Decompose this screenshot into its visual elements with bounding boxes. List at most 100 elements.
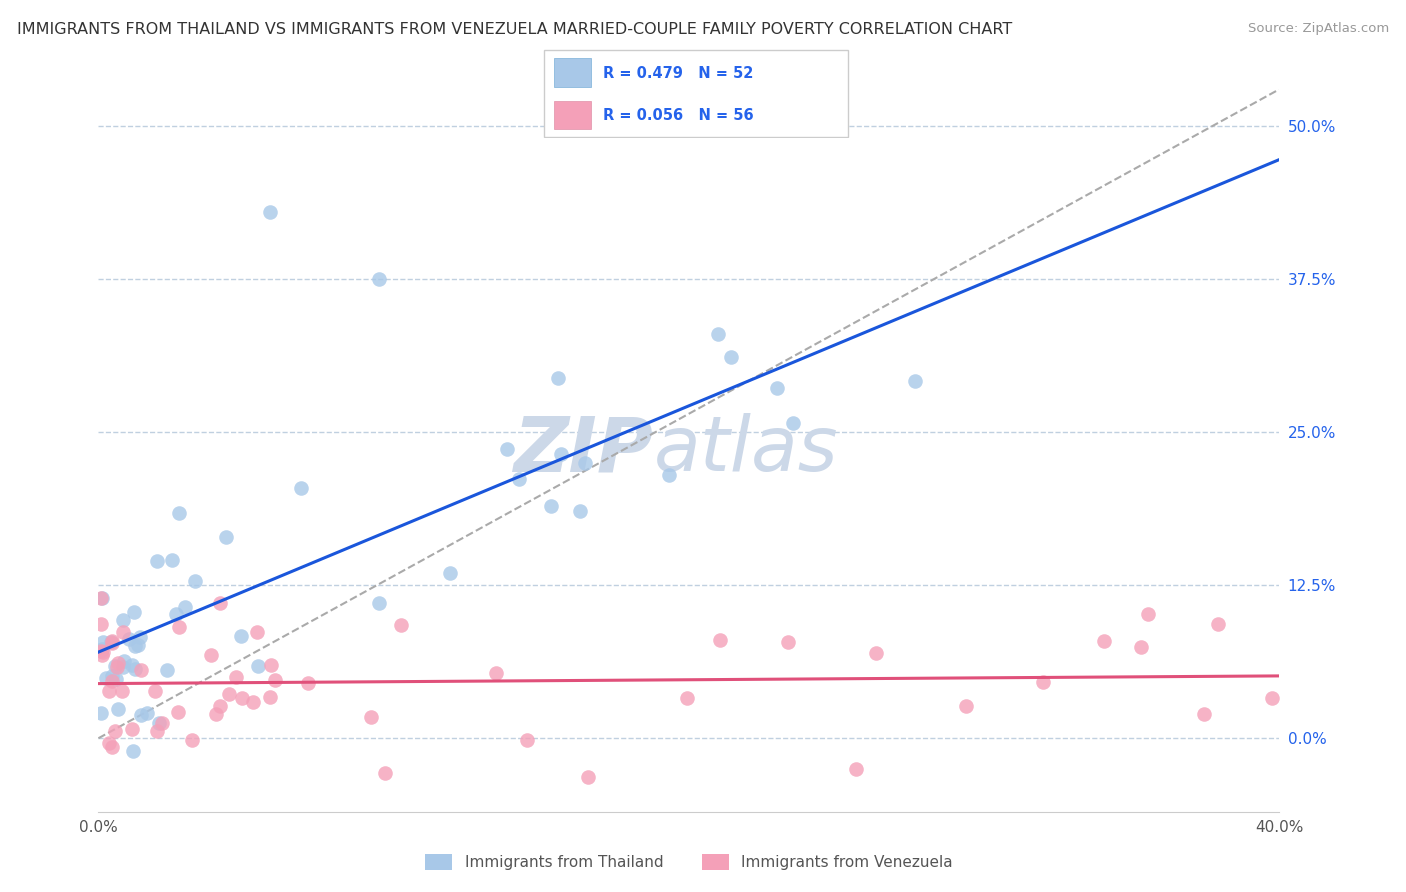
Point — [101, 674, 124, 689]
Point — [782, 416, 804, 430]
Point — [146, 554, 169, 568]
Point — [143, 684, 166, 698]
Point — [574, 456, 596, 470]
Text: atlas: atlas — [654, 414, 838, 487]
Point — [209, 699, 232, 714]
Point — [569, 504, 592, 518]
Point — [778, 635, 800, 649]
Point — [389, 617, 412, 632]
Point — [111, 613, 134, 627]
Point — [146, 724, 169, 739]
Text: R = 0.479   N = 52: R = 0.479 N = 52 — [603, 66, 754, 80]
Point — [124, 662, 146, 676]
Point — [676, 690, 699, 705]
Point — [259, 204, 281, 219]
Point — [259, 690, 281, 704]
Point — [107, 701, 129, 715]
Point — [955, 698, 977, 713]
Point — [101, 740, 124, 755]
Point — [112, 659, 135, 673]
Point — [167, 506, 190, 520]
Point — [174, 599, 197, 614]
Point — [167, 620, 190, 634]
Point — [101, 669, 124, 683]
Point — [129, 707, 152, 722]
Point — [845, 762, 868, 776]
Point — [97, 684, 120, 698]
Point — [1136, 607, 1159, 622]
Point — [91, 642, 114, 657]
Point — [658, 467, 681, 482]
Point — [156, 663, 179, 677]
Point — [112, 654, 135, 668]
Point — [205, 706, 228, 721]
Point — [374, 765, 396, 780]
Point — [94, 671, 117, 685]
Point — [111, 684, 134, 698]
Point — [101, 636, 124, 650]
Point — [91, 635, 114, 649]
Point — [1192, 706, 1215, 721]
Point — [1032, 674, 1054, 689]
FancyBboxPatch shape — [544, 50, 848, 137]
Point — [495, 442, 517, 457]
Point — [131, 663, 153, 677]
Point — [90, 706, 112, 720]
Point — [550, 447, 572, 461]
Point — [124, 605, 146, 619]
Point — [707, 327, 730, 342]
Point — [100, 634, 122, 648]
Point — [167, 706, 190, 720]
Point — [904, 374, 927, 388]
Point — [184, 574, 207, 589]
Point — [160, 552, 183, 566]
Point — [90, 644, 112, 658]
Point — [136, 706, 159, 721]
Point — [104, 723, 127, 738]
Point — [111, 625, 134, 640]
Point — [368, 596, 391, 610]
Point — [90, 616, 112, 631]
Point — [540, 499, 562, 513]
Point — [215, 530, 238, 544]
Point — [218, 687, 240, 701]
Bar — [554, 101, 591, 129]
Text: IMMIGRANTS FROM THAILAND VS IMMIGRANTS FROM VENEZUELA MARRIED-COUPLE FAMILY POVE: IMMIGRANTS FROM THAILAND VS IMMIGRANTS F… — [17, 22, 1012, 37]
Point — [547, 371, 569, 385]
Text: R = 0.056   N = 56: R = 0.056 N = 56 — [603, 108, 754, 122]
Point — [91, 591, 114, 605]
Point — [297, 676, 319, 690]
Point — [90, 591, 112, 605]
Point — [107, 656, 129, 670]
Point — [209, 596, 232, 610]
Point — [121, 723, 143, 737]
Point — [709, 632, 731, 647]
Point — [439, 566, 461, 581]
Point — [229, 629, 252, 643]
Point — [181, 733, 204, 747]
Point — [128, 630, 150, 644]
Point — [720, 351, 742, 365]
Point — [865, 646, 887, 660]
Bar — [554, 58, 591, 87]
Point — [100, 635, 122, 649]
Point — [1130, 640, 1153, 654]
Point — [508, 473, 530, 487]
Point — [165, 607, 187, 622]
Point — [90, 648, 112, 662]
Point — [1261, 691, 1284, 706]
Legend: Immigrants from Thailand, Immigrants from Venezuela: Immigrants from Thailand, Immigrants fro… — [419, 848, 959, 876]
Point — [578, 771, 600, 785]
Point — [766, 381, 789, 395]
Point — [290, 481, 312, 495]
Point — [104, 659, 127, 673]
Text: ZIP: ZIP — [513, 414, 654, 487]
Point — [516, 733, 538, 747]
Point — [97, 736, 120, 750]
Point — [121, 657, 143, 672]
Point — [127, 638, 149, 652]
Point — [150, 715, 173, 730]
Point — [260, 657, 283, 672]
Text: Source: ZipAtlas.com: Source: ZipAtlas.com — [1249, 22, 1389, 36]
Point — [485, 665, 508, 680]
